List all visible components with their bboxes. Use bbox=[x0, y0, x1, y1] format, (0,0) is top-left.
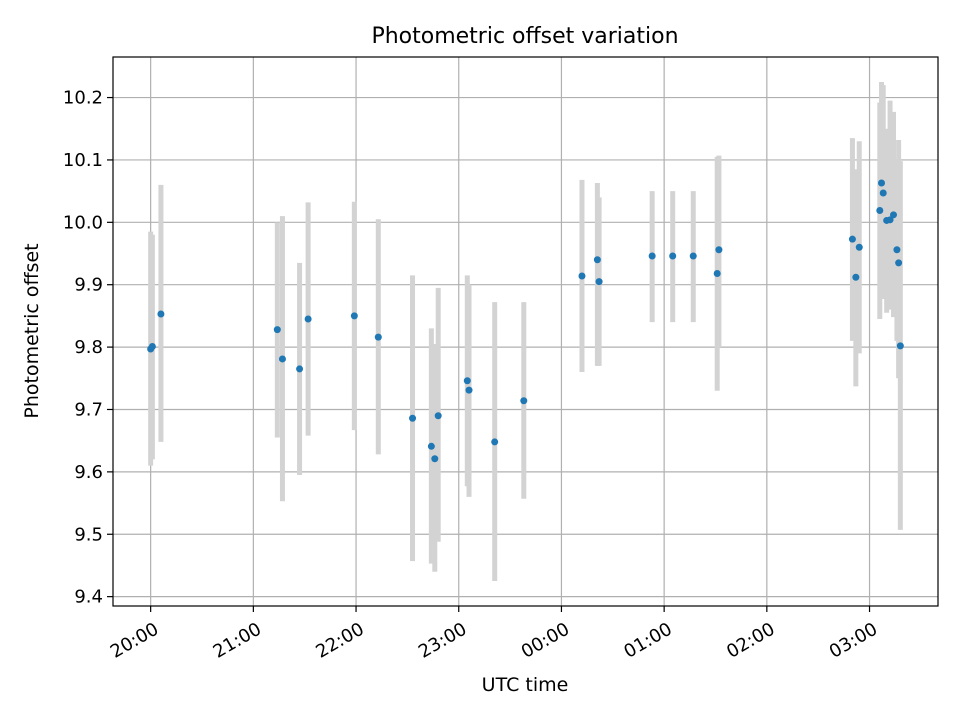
data-point bbox=[520, 397, 528, 405]
data-point bbox=[669, 252, 677, 260]
data-point bbox=[304, 315, 312, 323]
data-point bbox=[852, 273, 860, 281]
data-point bbox=[427, 442, 435, 450]
x-axis-label: UTC time bbox=[482, 674, 569, 696]
data-point bbox=[431, 455, 439, 463]
data-point bbox=[465, 386, 473, 394]
chart-title: Photometric offset variation bbox=[371, 24, 678, 49]
data-points bbox=[147, 179, 904, 463]
data-point bbox=[434, 412, 442, 420]
data-point bbox=[889, 211, 897, 219]
y-tick-label: 10.2 bbox=[63, 88, 103, 109]
y-axis-ticks: 9.4 9.5 9.6 9.7 9.8 9.9 10.0 10.1 10.2 bbox=[63, 88, 113, 608]
data-point bbox=[595, 278, 603, 286]
data-point bbox=[350, 312, 358, 320]
data-point bbox=[278, 355, 286, 363]
y-tick-label: 9.7 bbox=[74, 399, 103, 420]
y-tick-label: 9.9 bbox=[74, 275, 103, 296]
data-point bbox=[273, 326, 281, 334]
data-point bbox=[296, 365, 304, 373]
plot-frame bbox=[112, 56, 939, 607]
y-tick-label: 9.6 bbox=[74, 462, 103, 483]
data-point bbox=[491, 438, 499, 446]
y-tick-label: 10.0 bbox=[63, 212, 103, 233]
data-point bbox=[593, 256, 601, 264]
y-axis-label: Photometric offset bbox=[21, 243, 43, 418]
y-tick-label: 9.8 bbox=[74, 337, 103, 358]
data-point bbox=[896, 342, 904, 350]
y-tick-label: 9.4 bbox=[74, 587, 103, 608]
data-point bbox=[648, 252, 656, 260]
data-point bbox=[689, 252, 697, 260]
y-tick-label: 10.1 bbox=[63, 150, 103, 171]
data-point bbox=[848, 235, 856, 243]
data-point bbox=[876, 206, 884, 214]
data-point bbox=[895, 259, 903, 267]
data-point bbox=[463, 377, 471, 385]
data-point bbox=[855, 243, 863, 251]
data-point bbox=[879, 189, 887, 197]
data-point bbox=[713, 269, 721, 277]
y-tick-label: 9.5 bbox=[74, 524, 103, 545]
data-point bbox=[374, 333, 382, 341]
data-point bbox=[148, 342, 156, 350]
data-point bbox=[157, 310, 165, 318]
data-point bbox=[878, 179, 886, 187]
data-point bbox=[578, 272, 586, 280]
data-point bbox=[409, 414, 417, 422]
data-point bbox=[715, 246, 723, 254]
data-point bbox=[886, 216, 894, 224]
data-point bbox=[893, 246, 901, 254]
